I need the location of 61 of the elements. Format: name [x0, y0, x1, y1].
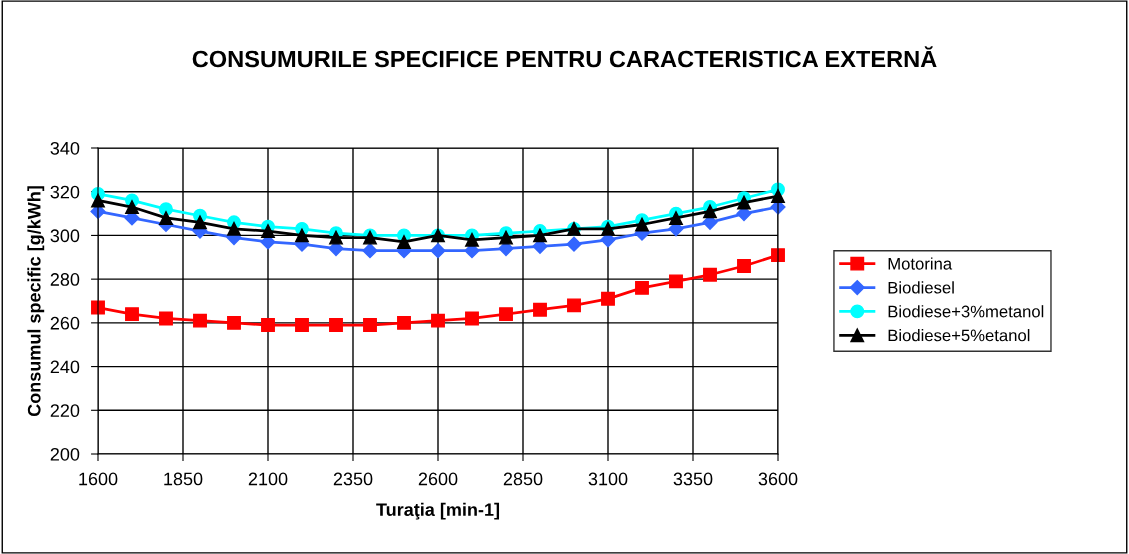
point [465, 232, 479, 247]
point [295, 228, 309, 243]
x-tick-label: 3100 [588, 472, 628, 486]
point [227, 315, 241, 330]
point [669, 210, 683, 225]
point [635, 217, 649, 232]
x-tick-label: 3350 [673, 472, 713, 486]
point [533, 302, 547, 317]
point [193, 215, 207, 230]
point [703, 267, 717, 282]
point [431, 313, 445, 328]
point [159, 311, 173, 326]
y-axis-title: Consumul specific [g/kWh] [27, 186, 45, 417]
point [703, 204, 717, 219]
point [465, 311, 479, 326]
point [397, 235, 411, 249]
point [362, 243, 378, 259]
point [635, 280, 649, 295]
y-tick-label: 240 [50, 360, 80, 374]
x-tick-label: 3600 [758, 472, 798, 486]
point [533, 228, 547, 243]
point [193, 313, 207, 328]
point [261, 318, 275, 332]
point [261, 224, 275, 239]
legend-label: Biodiesel [888, 281, 954, 294]
y-tick-label: 320 [50, 185, 80, 199]
point [363, 318, 377, 332]
point [430, 243, 446, 259]
x-tick-label: 1600 [79, 472, 118, 486]
point [329, 318, 343, 332]
point [227, 221, 241, 236]
chart-title: CONSUMURILE SPECIFICE PENTRU CARACTERISTICA EXTERNĂ [192, 46, 937, 68]
legend-label: Motorina [888, 257, 953, 270]
point [601, 291, 615, 306]
legend-label: Biodiese+3%metanol [888, 305, 1044, 318]
point [566, 236, 582, 252]
y-tick-label: 300 [50, 229, 80, 243]
legend-label: Biodiese+5%etanol [888, 329, 1030, 342]
point [499, 307, 513, 322]
point [159, 210, 173, 225]
x-tick-label: 2350 [333, 472, 373, 486]
x-tick-label: 2850 [503, 472, 543, 486]
x-tick-label: 1850 [164, 472, 203, 486]
y-tick-label: 260 [50, 316, 80, 330]
y-tick-label: 280 [50, 273, 80, 286]
y-tick-label: 340 [50, 141, 80, 155]
x-axis-title: Turaţia [min-1] [376, 502, 500, 520]
x-tick-label: 2600 [418, 472, 458, 486]
point [669, 274, 683, 289]
point [329, 230, 343, 245]
x-tick-label: 2100 [248, 472, 288, 486]
point [125, 200, 139, 214]
point [499, 230, 513, 245]
y-tick-label: 220 [50, 404, 80, 418]
point [737, 195, 751, 210]
point [737, 259, 751, 273]
point [397, 315, 411, 330]
point [125, 307, 139, 322]
point [567, 298, 581, 313]
y-tick-label: 200 [50, 447, 80, 461]
point [295, 318, 309, 332]
